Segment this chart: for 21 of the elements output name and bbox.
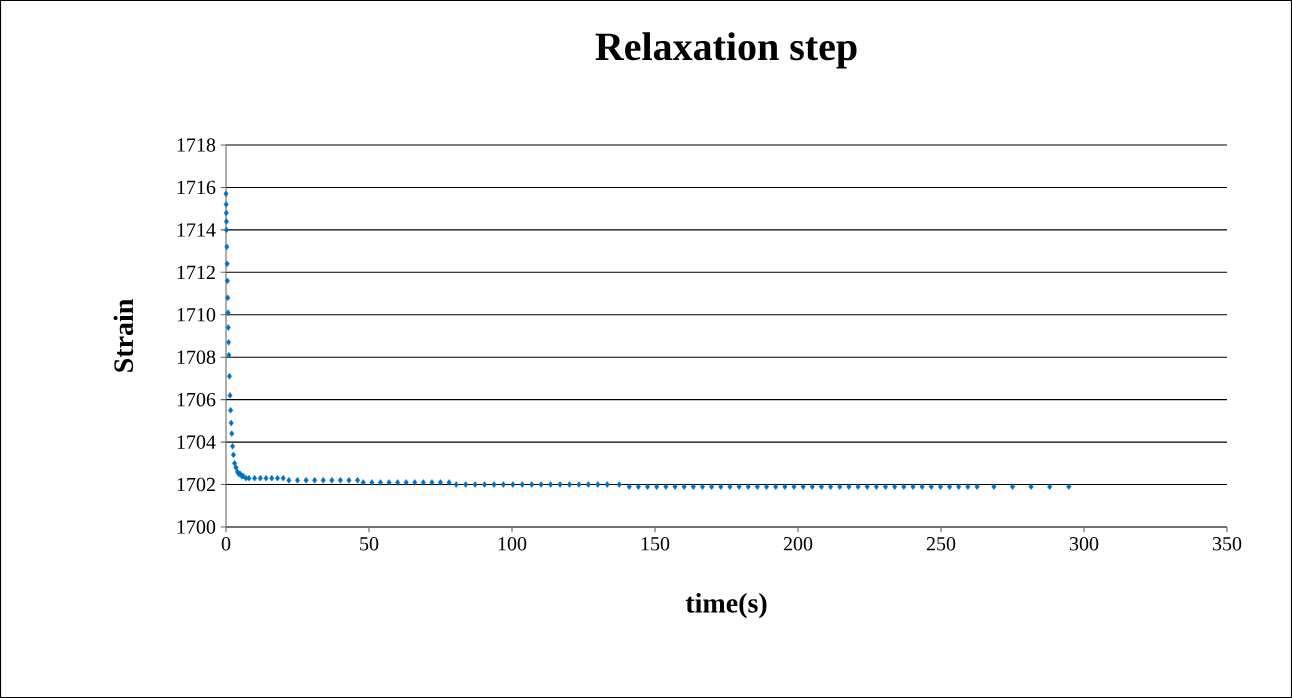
y-tick-label: 1708	[177, 350, 216, 364]
y-tick-label: 1716	[177, 180, 216, 195]
x-tick-label: 300	[1069, 537, 1099, 551]
y-tick-label: 1718	[177, 138, 216, 152]
x-tick-label: 50	[360, 537, 379, 551]
x-tick-label: 100	[498, 537, 527, 551]
x-tick-label: 350	[1212, 537, 1242, 551]
chart-title: Relaxation step	[595, 32, 857, 69]
y-tick-label: 1714	[177, 223, 216, 237]
y-tick-label: 1710	[177, 308, 216, 322]
y-tick-label: 1700	[177, 520, 216, 534]
y-tick-label: 1704	[177, 435, 216, 449]
x-tick-label: 200	[783, 537, 813, 551]
y-tick-label: 1712	[177, 265, 215, 279]
x-tick-label: 0	[221, 537, 231, 551]
x-tick-label: 250	[926, 537, 956, 551]
y-tick-label: 1706	[177, 392, 216, 407]
x-axis-title: time(s)	[685, 592, 767, 619]
y-tick-label: 1702	[177, 477, 215, 492]
y-axis-title: Strain	[113, 299, 134, 372]
x-tick-label: 150	[641, 537, 670, 551]
